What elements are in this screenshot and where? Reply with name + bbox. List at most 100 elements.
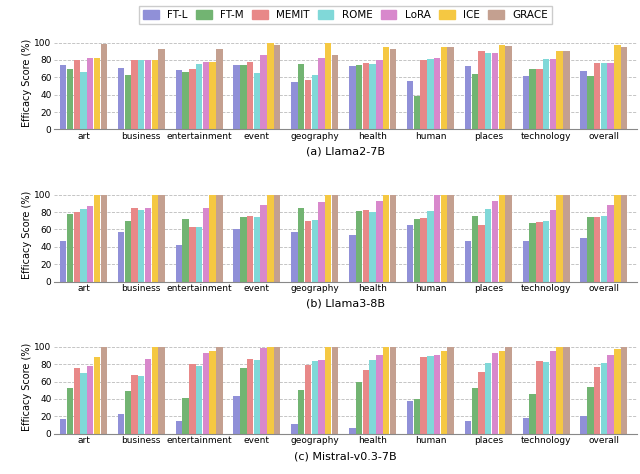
Bar (152, 347, 158, 434)
Bar (138, 210, 145, 282)
Bar (543, 59, 549, 129)
Bar (376, 355, 383, 434)
Bar (196, 64, 202, 129)
Bar (87, 58, 93, 129)
Bar (74, 60, 80, 129)
Bar (601, 216, 607, 282)
Bar (428, 211, 434, 282)
Bar (465, 241, 471, 282)
Bar (607, 205, 614, 282)
Legend: FT-L, FT-M, MEMIT, ROME, LoRA, ICE, GRACE: FT-L, FT-M, MEMIT, ROME, LoRA, ICE, GRAC… (139, 6, 552, 25)
Bar (260, 55, 267, 129)
Bar (268, 43, 274, 129)
Bar (312, 75, 318, 129)
Bar (312, 220, 318, 282)
Bar (247, 359, 253, 434)
Bar (100, 44, 107, 129)
Bar (298, 208, 305, 282)
Bar (182, 219, 189, 282)
Bar (131, 60, 138, 129)
Bar (158, 49, 164, 129)
Bar (550, 210, 556, 282)
Bar (196, 366, 202, 434)
Bar (182, 398, 189, 434)
Bar (356, 65, 362, 129)
Bar (492, 201, 498, 282)
Bar (189, 69, 196, 129)
Bar (369, 64, 376, 129)
Bar (298, 390, 305, 434)
Bar (349, 66, 356, 129)
Bar (614, 195, 621, 282)
Bar (529, 394, 536, 434)
Bar (203, 62, 209, 129)
Bar (312, 361, 318, 434)
Bar (318, 202, 324, 282)
Bar (499, 195, 505, 282)
Bar (607, 356, 614, 434)
Bar (478, 372, 484, 434)
Bar (118, 232, 124, 282)
Bar (434, 355, 440, 434)
Bar (536, 361, 543, 434)
Bar (158, 347, 164, 434)
Bar (550, 351, 556, 434)
Bar (536, 69, 543, 129)
Bar (420, 218, 427, 282)
Bar (601, 64, 607, 129)
Bar (234, 396, 240, 434)
Bar (67, 214, 73, 282)
Bar (492, 353, 498, 434)
Bar (390, 347, 396, 434)
Bar (291, 82, 298, 129)
Bar (472, 74, 478, 129)
Bar (499, 351, 505, 434)
Bar (420, 60, 427, 129)
Bar (93, 357, 100, 434)
Bar (434, 195, 440, 282)
Bar (196, 227, 202, 282)
Bar (253, 217, 260, 282)
Bar (523, 75, 529, 129)
Bar (60, 241, 67, 282)
Bar (325, 347, 332, 434)
Bar (234, 228, 240, 282)
Bar (441, 351, 447, 434)
Bar (80, 373, 86, 434)
Bar (369, 212, 376, 282)
Bar (594, 367, 600, 434)
Bar (209, 351, 216, 434)
Bar (441, 47, 447, 129)
Y-axis label: Efficacy Score (%): Efficacy Score (%) (22, 38, 31, 127)
Bar (152, 195, 158, 282)
Bar (125, 75, 131, 129)
Bar (332, 347, 338, 434)
Bar (145, 208, 151, 282)
Bar (390, 49, 396, 129)
Bar (580, 71, 587, 129)
Bar (614, 349, 621, 434)
Bar (80, 72, 86, 129)
Bar (550, 59, 556, 129)
Bar (189, 227, 196, 282)
Bar (118, 414, 124, 434)
Bar (274, 45, 280, 129)
Bar (607, 64, 614, 129)
X-axis label: (a) Llama2-7B: (a) Llama2-7B (306, 147, 385, 157)
Bar (529, 69, 536, 129)
Bar (332, 195, 338, 282)
Bar (74, 368, 80, 434)
Bar (588, 217, 594, 282)
Bar (413, 399, 420, 434)
Bar (234, 65, 240, 129)
Bar (383, 47, 389, 129)
Bar (465, 66, 471, 129)
Bar (87, 366, 93, 434)
Bar (594, 63, 600, 129)
Bar (472, 388, 478, 434)
Bar (145, 359, 151, 434)
Bar (506, 195, 512, 282)
Bar (274, 195, 280, 282)
X-axis label: (b) Llama3-8B: (b) Llama3-8B (306, 299, 385, 309)
Bar (152, 60, 158, 129)
